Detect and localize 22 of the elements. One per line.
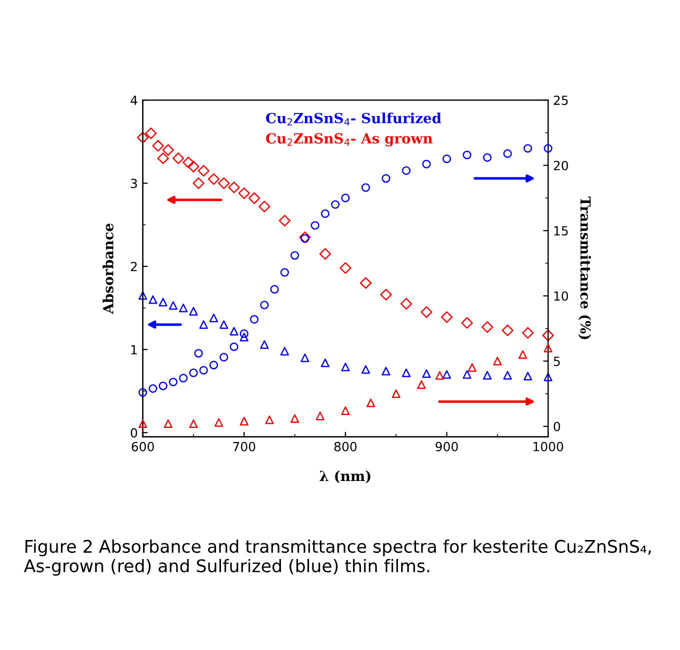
y2-tick-label: 10 bbox=[554, 291, 568, 301]
y2-tick-label: 20 bbox=[554, 160, 568, 170]
text: Cu$_{2}$ZnSnS$_{4}$- As grown bbox=[266, 133, 432, 147]
y2-tick-label: 25 bbox=[554, 96, 568, 106]
y-tick-label: 3 bbox=[130, 178, 137, 188]
x-tick-label: 1000 bbox=[534, 442, 564, 452]
caption: Figure 2 Absorbance and transmittance spectra for kesterite Cu₂ZnSnS₄, As-grown (red) and Sulfurized (blue) thin films. bbox=[24, 540, 651, 576]
x-tick-label: 600 bbox=[132, 442, 154, 452]
y2-tick-label: 0 bbox=[554, 422, 560, 432]
text: Cu$_{2}$ZnSnS$_{4}$- Sulfurized bbox=[266, 112, 442, 126]
x-tick-label: 900 bbox=[436, 442, 458, 452]
y-tick-label: 1 bbox=[131, 345, 137, 354]
y-axis-title: Absorbance bbox=[102, 224, 114, 314]
y-tick-label: 2 bbox=[130, 262, 137, 272]
y2-tick-label: 15 bbox=[554, 226, 568, 236]
y2-axis-title: Transmittance (%) bbox=[578, 196, 592, 340]
y-tick-label: 0 bbox=[130, 428, 138, 438]
y-tick-label: 4 bbox=[130, 96, 138, 105]
x-axis-title: λ (nm) bbox=[320, 470, 370, 484]
y2-tick-label: 5 bbox=[554, 356, 560, 366]
x-tick-label: 800 bbox=[334, 442, 357, 452]
x-tick-label: 700 bbox=[233, 442, 256, 452]
